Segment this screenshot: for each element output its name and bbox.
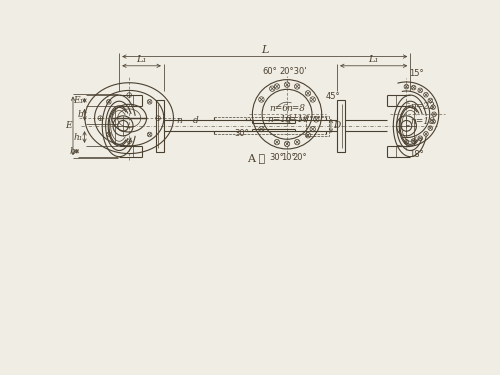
Text: 18°: 18° (408, 150, 424, 159)
Text: 30°: 30° (269, 153, 283, 162)
Text: 15°: 15° (409, 69, 424, 78)
Text: L₁: L₁ (136, 55, 146, 64)
Text: E: E (65, 122, 71, 130)
Text: n=22: n=22 (410, 102, 435, 111)
Text: 45°: 45° (326, 93, 340, 102)
Text: n – d: n – d (178, 116, 199, 125)
Text: A 向: A 向 (247, 153, 266, 163)
Text: 60°: 60° (262, 67, 278, 76)
Text: 10°: 10° (282, 153, 296, 162)
Bar (156, 100, 164, 152)
Text: h₁: h₁ (74, 132, 83, 141)
Text: D: D (333, 122, 340, 130)
Text: 30°: 30° (234, 129, 248, 138)
Text: 20°30': 20°30' (280, 67, 307, 76)
Text: E₁: E₁ (73, 96, 83, 105)
Text: 20°: 20° (292, 153, 306, 162)
Text: h: h (70, 147, 75, 156)
Text: n=6: n=6 (270, 104, 289, 113)
Text: n=16: n=16 (284, 115, 308, 124)
Text: n=8: n=8 (287, 104, 306, 113)
Text: L: L (261, 45, 268, 55)
Bar (337, 100, 345, 152)
Text: L₁: L₁ (368, 55, 379, 64)
Text: b: b (77, 110, 83, 119)
Text: n=18: n=18 (410, 117, 435, 126)
Text: n=10: n=10 (267, 115, 291, 124)
